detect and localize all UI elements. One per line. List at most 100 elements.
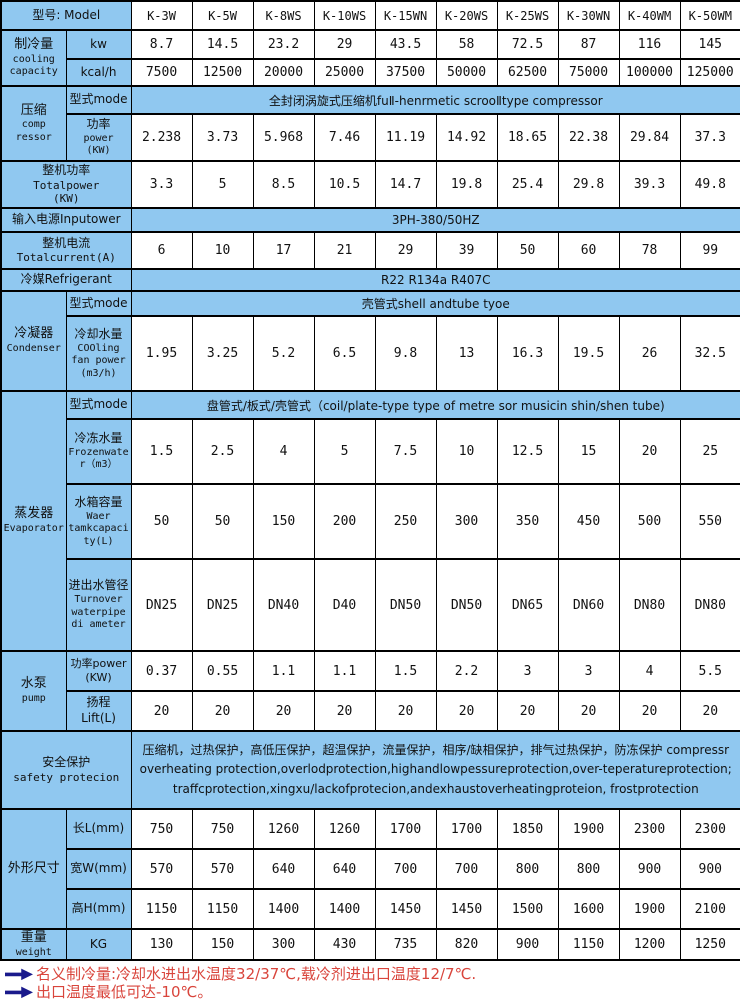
row-label-refrigerant: 冷媒Refrigerant xyxy=(0,268,132,292)
row-label-evaporator-mode: 型式mode xyxy=(65,390,132,420)
table-cell: 250 xyxy=(374,483,437,560)
table-cell: 11.19 xyxy=(374,113,437,162)
table-cell: 20 xyxy=(618,690,681,732)
table-cell: 3.73 xyxy=(191,113,254,162)
table-cell: 1450 xyxy=(374,888,437,930)
table-cell: 50000 xyxy=(435,58,498,87)
table-cell: 550 xyxy=(679,483,740,560)
table-cell: 3 xyxy=(557,650,620,692)
model-cell: K-50WM xyxy=(679,0,740,31)
table-cell: 2.2 xyxy=(435,650,498,692)
table-cell: 1700 xyxy=(435,808,498,850)
model-cell: K-25WS xyxy=(496,0,559,31)
group-label-cooling-capacity: 制冷量 cooling capacity xyxy=(0,29,67,87)
row-label-cooling-water: 冷却水量 COOling fan power (m3/h) xyxy=(65,315,132,392)
table-cell: 1850 xyxy=(496,808,559,850)
row-pump-lift: 扬程 Lift(L) 20 20 20 20 20 20 20 20 20 20 xyxy=(1,690,740,732)
table-cell: 116 xyxy=(618,29,681,60)
table-cell: 25000 xyxy=(313,58,376,87)
table-cell: 20 xyxy=(252,690,315,732)
table-cell: 640 xyxy=(252,848,315,890)
row-label-tank-capacity: 水箱容量 Waer tamkcapacity(L) xyxy=(65,483,132,560)
row-label-inputpower: 输入电源Inputower xyxy=(0,207,132,233)
table-cell: 4 xyxy=(618,650,681,692)
table-cell: 19.8 xyxy=(435,160,498,209)
row-label-height: 高H(mm) xyxy=(65,888,132,930)
row-frozen-water: 冷冻水量 Frozenwater（m3） 1.5 2.5 4 5 7.5 10 … xyxy=(1,418,740,485)
table-cell: 50 xyxy=(191,483,254,560)
table-cell: 23.2 xyxy=(252,29,315,60)
row-label-pipe-diameter: 进出水管径 Turnover waterpipe di ameter xyxy=(65,558,132,652)
table-cell: 8.5 xyxy=(252,160,315,209)
table-cell: 17 xyxy=(252,231,315,270)
table-cell: 350 xyxy=(496,483,559,560)
table-cell: 99 xyxy=(679,231,740,270)
table-cell: 10 xyxy=(435,418,498,485)
table-cell: 125000 xyxy=(679,58,740,87)
row-totalcurrent: 整机电流 Totalcurrent(A) 6 10 17 21 29 39 50… xyxy=(0,231,740,270)
group-label-zh: 重量 xyxy=(20,930,47,945)
group-label-pump: 水泵 pump xyxy=(0,650,67,732)
table-cell: 750 xyxy=(191,808,254,850)
table-cell: DN60 xyxy=(557,558,620,652)
model-cell: K-20WS xyxy=(435,0,498,31)
table-cell: 1150 xyxy=(130,888,193,930)
table-cell: 300 xyxy=(252,927,315,962)
row-label-safety: 安全保护 safety protecion xyxy=(0,730,132,810)
table-cell: 20 xyxy=(374,690,437,732)
table-cell: DN40 xyxy=(252,558,315,652)
table-cell: 1.1 xyxy=(313,650,376,692)
table-cell: 1400 xyxy=(313,888,376,930)
table-cell: 2300 xyxy=(618,808,681,850)
model-cell: K-3W xyxy=(130,0,193,31)
model-header-cell: 型号: Model xyxy=(0,0,132,31)
table-cell: 700 xyxy=(374,848,437,890)
table-cell: 300 xyxy=(435,483,498,560)
merged-value-inputpower: 3PH-380/50HZ xyxy=(130,207,740,233)
table-cell: 735 xyxy=(374,927,437,962)
row-compressor-mode: 压缩 comp ressor 型式mode 全封闭涡旋式压缩机fuⅡ-henrm… xyxy=(0,85,740,162)
table-cell: 14.92 xyxy=(435,113,498,162)
table-cell: 29 xyxy=(374,231,437,270)
row-label-pump-power: 功率power (KW) xyxy=(65,650,132,692)
table-cell: 43.5 xyxy=(374,29,437,60)
table-cell: 13 xyxy=(435,315,498,392)
table-cell: 1500 xyxy=(496,888,559,930)
row-label-zh: 整机电流 xyxy=(42,235,91,250)
group-label-zh: 压缩 xyxy=(20,102,47,118)
row-pump-power: 水泵 pump 功率power (KW) 0.37 0.55 1.1 1.1 1… xyxy=(0,650,740,732)
group-label-evaporator: 蒸发器 Evaporator xyxy=(0,390,67,652)
table-cell: 1150 xyxy=(191,888,254,930)
row-label-en: Totalcurrent(A) xyxy=(16,251,116,265)
table-cell: 58 xyxy=(435,29,498,60)
table-cell: 14.5 xyxy=(191,29,254,60)
table-cell: 2.238 xyxy=(130,113,193,162)
table-cell: 1260 xyxy=(313,808,376,850)
table-cell: 20 xyxy=(496,690,559,732)
row-inputpower: 输入电源Inputower 3PH-380/50HZ xyxy=(0,207,740,233)
table-cell: 700 xyxy=(435,848,498,890)
group-label-condenser: 冷凝器 Condenser xyxy=(0,290,67,392)
merged-value-condenser-mode: 壳管式shell andtube tyoe xyxy=(130,290,740,317)
table-cell: 22.38 xyxy=(557,113,620,162)
merged-value-compressor-mode: 全封闭涡旋式压缩机fuⅡ-henrmetic scrooⅡtype compre… xyxy=(130,85,740,115)
row-dim-width: 宽W(mm) 570 570 640 640 700 700 800 800 9… xyxy=(1,848,740,890)
table-cell: 78 xyxy=(618,231,681,270)
table-cell: 20 xyxy=(557,690,620,732)
row-label-zh: 安全保护 xyxy=(42,755,91,770)
table-cell: 14.7 xyxy=(374,160,437,209)
model-cell: K-10WS xyxy=(313,0,376,31)
row-label-totalpower: 整机功率 Totalpower (KW) xyxy=(0,160,132,209)
table-cell: 25 xyxy=(679,418,740,485)
group-label-compressor: 压缩 comp ressor xyxy=(0,85,67,162)
table-cell: 1.1 xyxy=(252,650,315,692)
chiller-spec-table: 型号: Model K-3W K-5W K-8WS K-10WS K-15WN … xyxy=(0,0,740,962)
row-label-zh: 水箱容量 xyxy=(74,494,123,509)
table-cell: 20 xyxy=(618,418,681,485)
table-cell: 150 xyxy=(191,927,254,962)
table-cell: 18.65 xyxy=(496,113,559,162)
row-cooling-kcal: kcal/h 7500 12500 20000 25000 37500 5000… xyxy=(1,58,740,87)
table-cell: DN65 xyxy=(496,558,559,652)
table-cell: DN80 xyxy=(618,558,681,652)
table-cell: 12.5 xyxy=(496,418,559,485)
